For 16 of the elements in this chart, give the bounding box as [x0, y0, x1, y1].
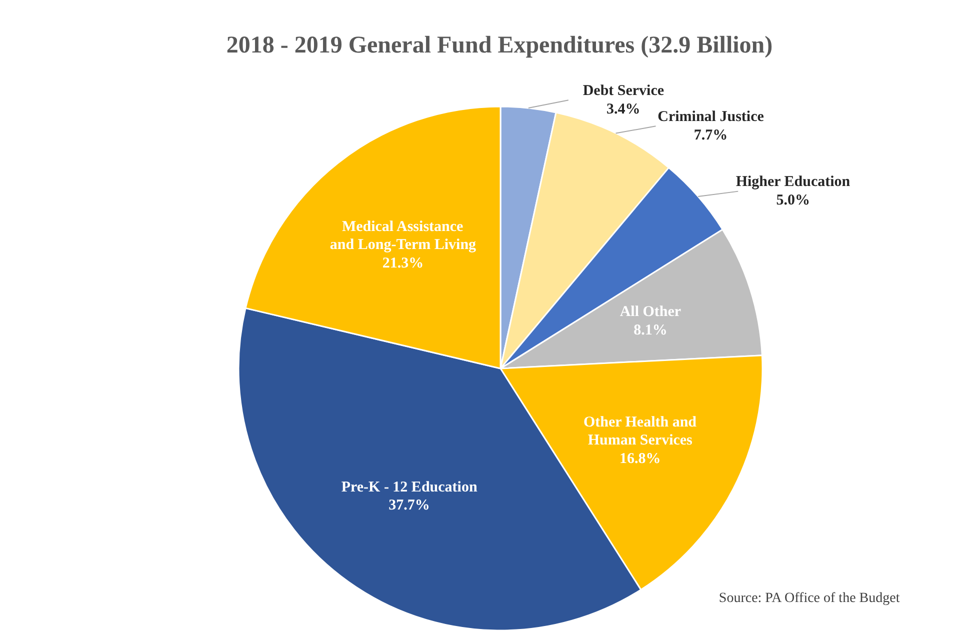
chart-title: 2018 - 2019 General Fund Expenditures (32.9 Billion) [226, 32, 773, 58]
data-label: 8.1% [634, 322, 668, 339]
data-label: 37.7% [388, 498, 430, 514]
data-label: 21.3% [382, 256, 424, 272]
slice-label: Pre-K - 12 Education [341, 479, 478, 496]
data-label: 7.7% [694, 127, 728, 144]
slice-label: Debt Service [582, 82, 664, 99]
slice-label: Other Health and Human Services [583, 414, 698, 449]
source-note: Source: PA Office of the Budget [718, 591, 900, 606]
data-label: 5.0% [776, 192, 810, 209]
data-label: 3.4% [606, 101, 640, 118]
slice-label: All Other [620, 304, 682, 320]
data-label: 16.8% [619, 451, 661, 468]
slice-label: Criminal Justice [658, 108, 764, 125]
slice-label: Medical Assistance and Long-Term Living [330, 218, 477, 254]
slice-label: Higher Education [736, 174, 851, 190]
